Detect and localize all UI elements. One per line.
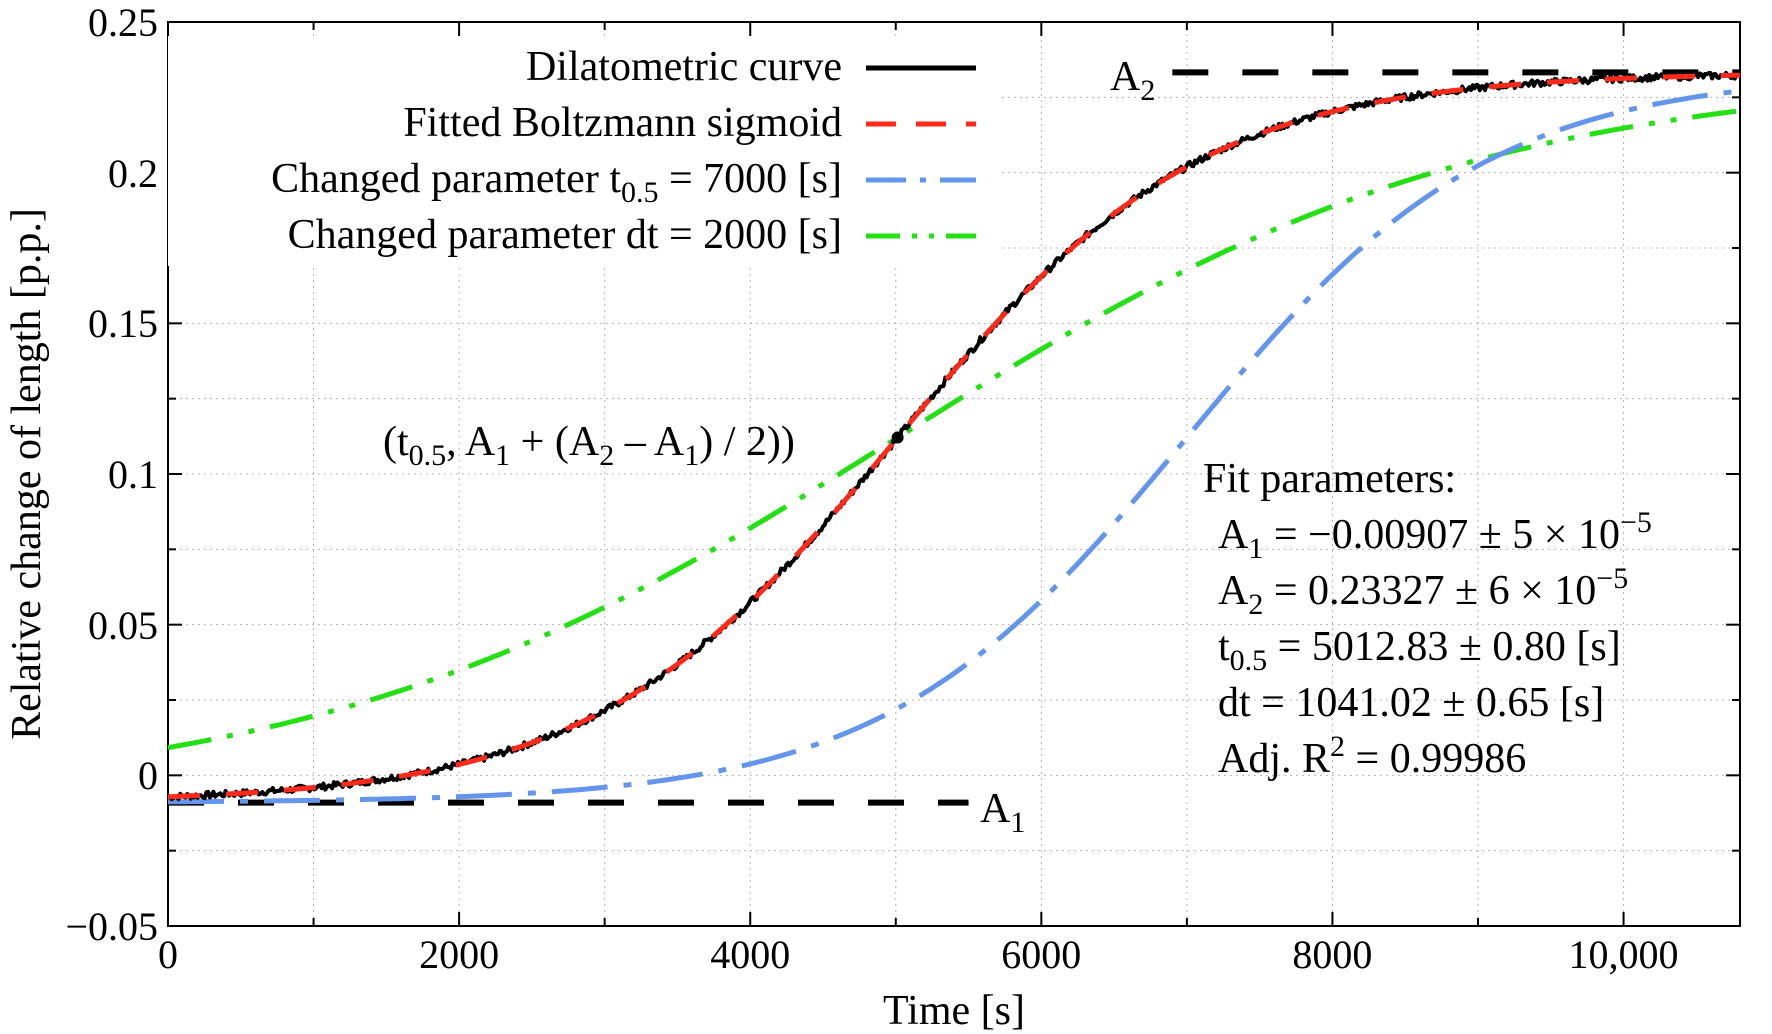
legend-background — [168, 36, 1000, 266]
y-tick-label: 0.1 — [108, 452, 158, 497]
y-tick-label: 0 — [138, 753, 158, 798]
fit-param-r2: Adj. R2 = 0.99986 — [1218, 730, 1526, 782]
y-tick-labels: −0.05 0 0.05 0.1 0.15 0.2 0.25 — [65, 0, 158, 949]
fit-param-a1: A1 = −0.00907 ± 5 × 10−5 — [1218, 506, 1652, 565]
series-dt-2000-line — [167, 108, 1741, 751]
x-tick-label: 10,000 — [1569, 932, 1679, 977]
legend-label-t-half: Changed parameter t0.5 = 7000 [s] — [271, 156, 842, 209]
a1-label: A1 — [980, 786, 1025, 839]
x-tick-label: 4000 — [710, 932, 790, 977]
x-axis-title: Time [s] — [883, 988, 1025, 1034]
legend-label-fitted: Fitted Boltzmann sigmoid — [403, 100, 842, 146]
y-axis-title: Relative change of length [p.p.] — [4, 208, 50, 740]
series-fitted-sigmoid-line — [167, 72, 1741, 800]
midpoint-label: (t0.5, A1 + (A2 – A1) / 2)) — [383, 419, 795, 472]
fit-parameters: Fit parameters: A1 = −0.00907 ± 5 × 10−5… — [1203, 456, 1652, 782]
y-tick-label: 0.15 — [88, 301, 158, 346]
x-tick-label: 8000 — [1292, 932, 1372, 977]
a2-label: A2 — [1110, 54, 1155, 107]
legend-label-dilatometric: Dilatometric curve — [526, 44, 842, 90]
series-t-half-7000-line — [168, 88, 1741, 805]
fit-param-dt: dt = 1041.02 ± 0.65 [s] — [1218, 680, 1604, 726]
y-tick-label: −0.05 — [65, 904, 158, 949]
legend: Dilatometric curve Fitted Boltzmann sigm… — [168, 36, 1000, 266]
midpoint-marker — [891, 431, 904, 444]
x-tick-label: 2000 — [419, 932, 499, 977]
x-tick-labels: 0 2000 4000 6000 8000 10,000 — [158, 932, 1679, 977]
x-tick-label: 0 — [158, 932, 178, 977]
y-tick-label: 0.05 — [88, 603, 158, 648]
fit-param-t-half: t0.5 = 5012.83 ± 0.80 [s] — [1218, 624, 1621, 677]
fit-param-a2: A2 = 0.23327 ± 6 × 10−5 — [1218, 562, 1628, 621]
y-tick-label: 0.2 — [108, 151, 158, 196]
legend-label-dt: Changed parameter dt = 2000 [s] — [288, 212, 842, 258]
x-tick-label: 6000 — [1001, 932, 1081, 977]
y-tick-label: 0.25 — [88, 0, 158, 45]
fit-parameters-header: Fit parameters: — [1203, 456, 1456, 502]
